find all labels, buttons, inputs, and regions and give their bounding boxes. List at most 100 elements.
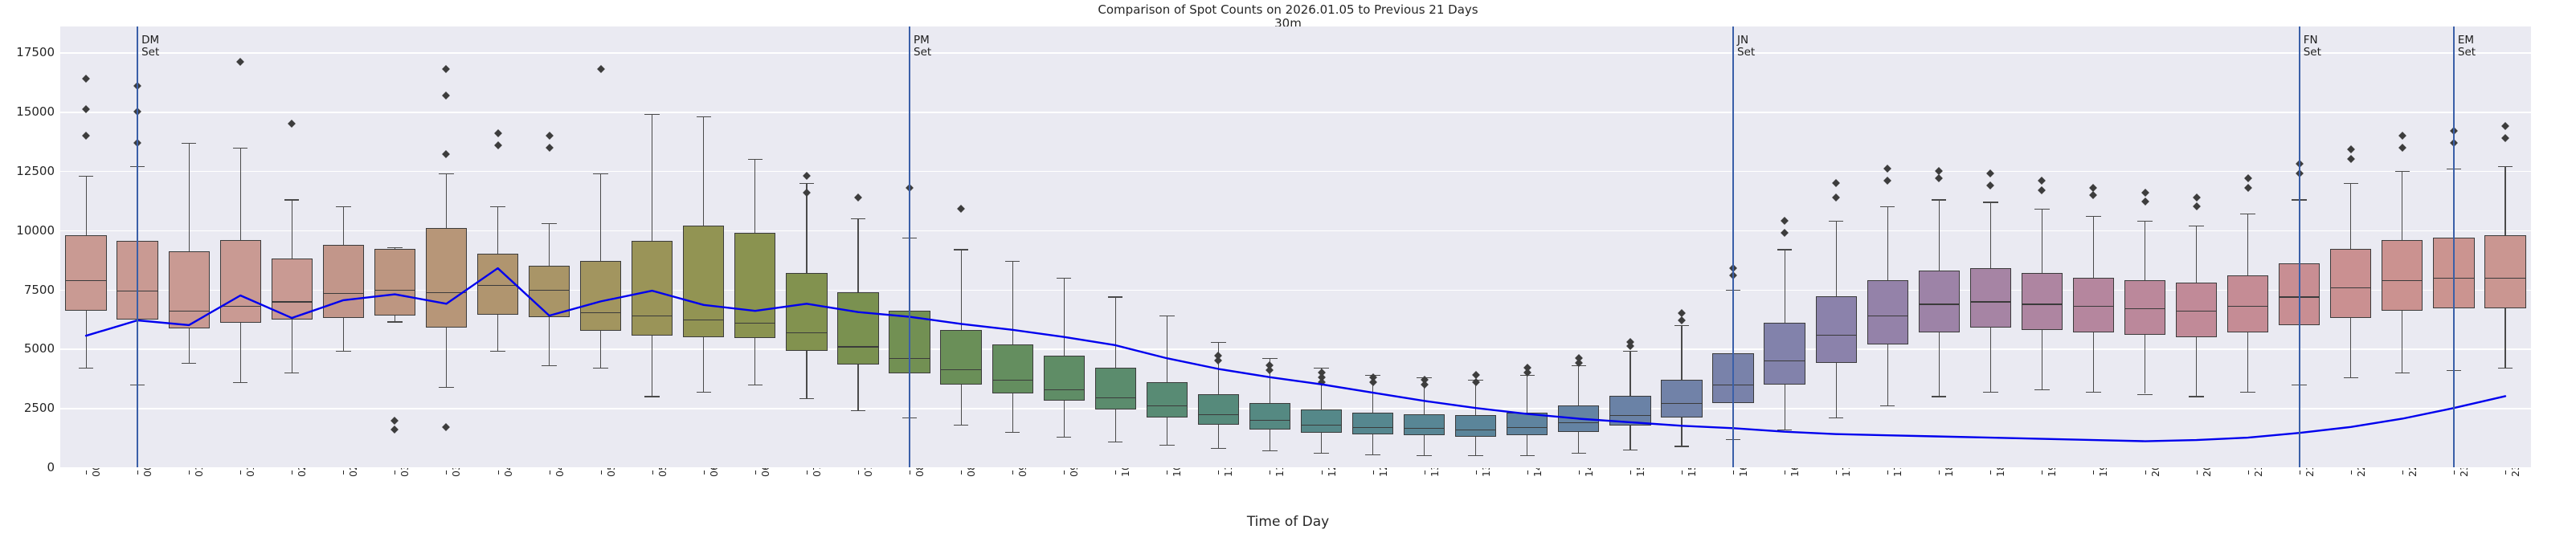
whisker-cap (1211, 448, 1226, 450)
box (992, 344, 1033, 394)
box (837, 291, 879, 365)
box (219, 239, 261, 323)
box (1300, 409, 1343, 434)
gridline (60, 289, 2531, 291)
whisker-cap (2137, 393, 2153, 395)
x-tick-mark (857, 470, 859, 475)
median-line (528, 289, 570, 291)
box (65, 234, 107, 312)
whisker-cap (2343, 182, 2358, 184)
box (476, 254, 519, 315)
median-line (271, 301, 313, 303)
event-label: DM Set (141, 34, 160, 59)
event-label: JN Set (1737, 34, 1756, 59)
median-line (1094, 397, 1136, 399)
median-line (2072, 306, 2115, 308)
x-tick-mark (2196, 470, 2198, 475)
x-tick-mark (1887, 470, 1889, 475)
x-tick-mark (1733, 470, 1735, 475)
y-tick-label: 12500 (16, 164, 55, 179)
x-tick-mark (1372, 470, 1374, 475)
whisker-cap (2034, 209, 2050, 210)
median-line (837, 346, 879, 348)
gridline (60, 230, 2531, 232)
whisker-cap (2497, 166, 2513, 168)
x-tick-mark (1012, 470, 1014, 475)
overlay-line-series (84, 267, 2507, 442)
whisker-cap (1211, 341, 1226, 343)
median-line (65, 279, 107, 281)
whisker-cap (1056, 277, 1072, 279)
whisker-cap (1365, 454, 1380, 455)
median-line (2484, 277, 2526, 279)
x-tick-mark (1990, 470, 1992, 475)
x-tick-mark (1681, 470, 1683, 475)
whisker-cap (2343, 377, 2358, 378)
x-tick-mark (1836, 470, 1838, 475)
x-tick-mark (961, 470, 963, 475)
box (1197, 393, 1240, 425)
box (1351, 413, 1394, 434)
median-line (2227, 306, 2269, 308)
median-line (476, 284, 519, 286)
event-vline (2298, 26, 2300, 467)
box (2124, 279, 2166, 335)
median-line (1609, 415, 1651, 417)
whisker-cap (542, 365, 557, 367)
y-tick-label: 5000 (23, 341, 55, 356)
box (1455, 415, 1497, 437)
median-line (2124, 308, 2166, 310)
gridline (60, 467, 2531, 469)
event-label: EM Set (2457, 34, 2476, 59)
box (1043, 356, 1085, 401)
median-line (374, 289, 416, 291)
box (168, 251, 210, 329)
x-tick-mark (2402, 470, 2403, 475)
box (683, 225, 725, 337)
median-line (786, 332, 828, 333)
x-tick-mark (1939, 470, 1940, 475)
x-tick-mark (2247, 470, 2249, 475)
box (1404, 413, 1445, 436)
whisker-cap (1828, 417, 1844, 419)
whisker-cap (1314, 453, 1329, 454)
whisker-cap (644, 396, 660, 397)
whisker-cap (953, 249, 969, 250)
median-line (1969, 301, 2011, 303)
whisker-cap (850, 410, 866, 412)
x-tick-mark (806, 470, 808, 475)
whisker-cap (2034, 389, 2050, 390)
box (1507, 413, 1548, 436)
whisker-cap (1004, 261, 1020, 263)
box (2330, 249, 2372, 319)
event-vline (1732, 26, 1735, 467)
x-tick-mark (343, 470, 345, 475)
y-tick-label: 17500 (16, 45, 55, 60)
median-line (2330, 287, 2372, 288)
gridline (60, 408, 2531, 409)
whisker-cap (1777, 249, 1793, 250)
whisker-cap (1571, 453, 1587, 454)
median-line (734, 322, 776, 324)
y-tick-label: 2500 (23, 401, 55, 416)
x-tick-mark (600, 470, 602, 475)
median-line (1507, 426, 1548, 428)
x-tick-mark (2350, 470, 2352, 475)
x-tick-mark (446, 470, 448, 475)
y-tick-label: 10000 (16, 222, 55, 238)
box (1146, 381, 1188, 417)
whisker-cap (1879, 405, 1895, 407)
x-tick-mark (2504, 470, 2506, 475)
whisker-cap (799, 182, 815, 184)
whisker-cap (1262, 358, 1278, 360)
box (528, 266, 570, 317)
box (2484, 234, 2526, 309)
whisker-cap (644, 114, 660, 116)
median-line (992, 379, 1033, 381)
event-vline (2452, 26, 2455, 467)
x-tick-mark (754, 470, 756, 475)
whisker-cap (1828, 221, 1844, 222)
x-tick-mark (2145, 470, 2146, 475)
whisker-cap (439, 173, 454, 175)
